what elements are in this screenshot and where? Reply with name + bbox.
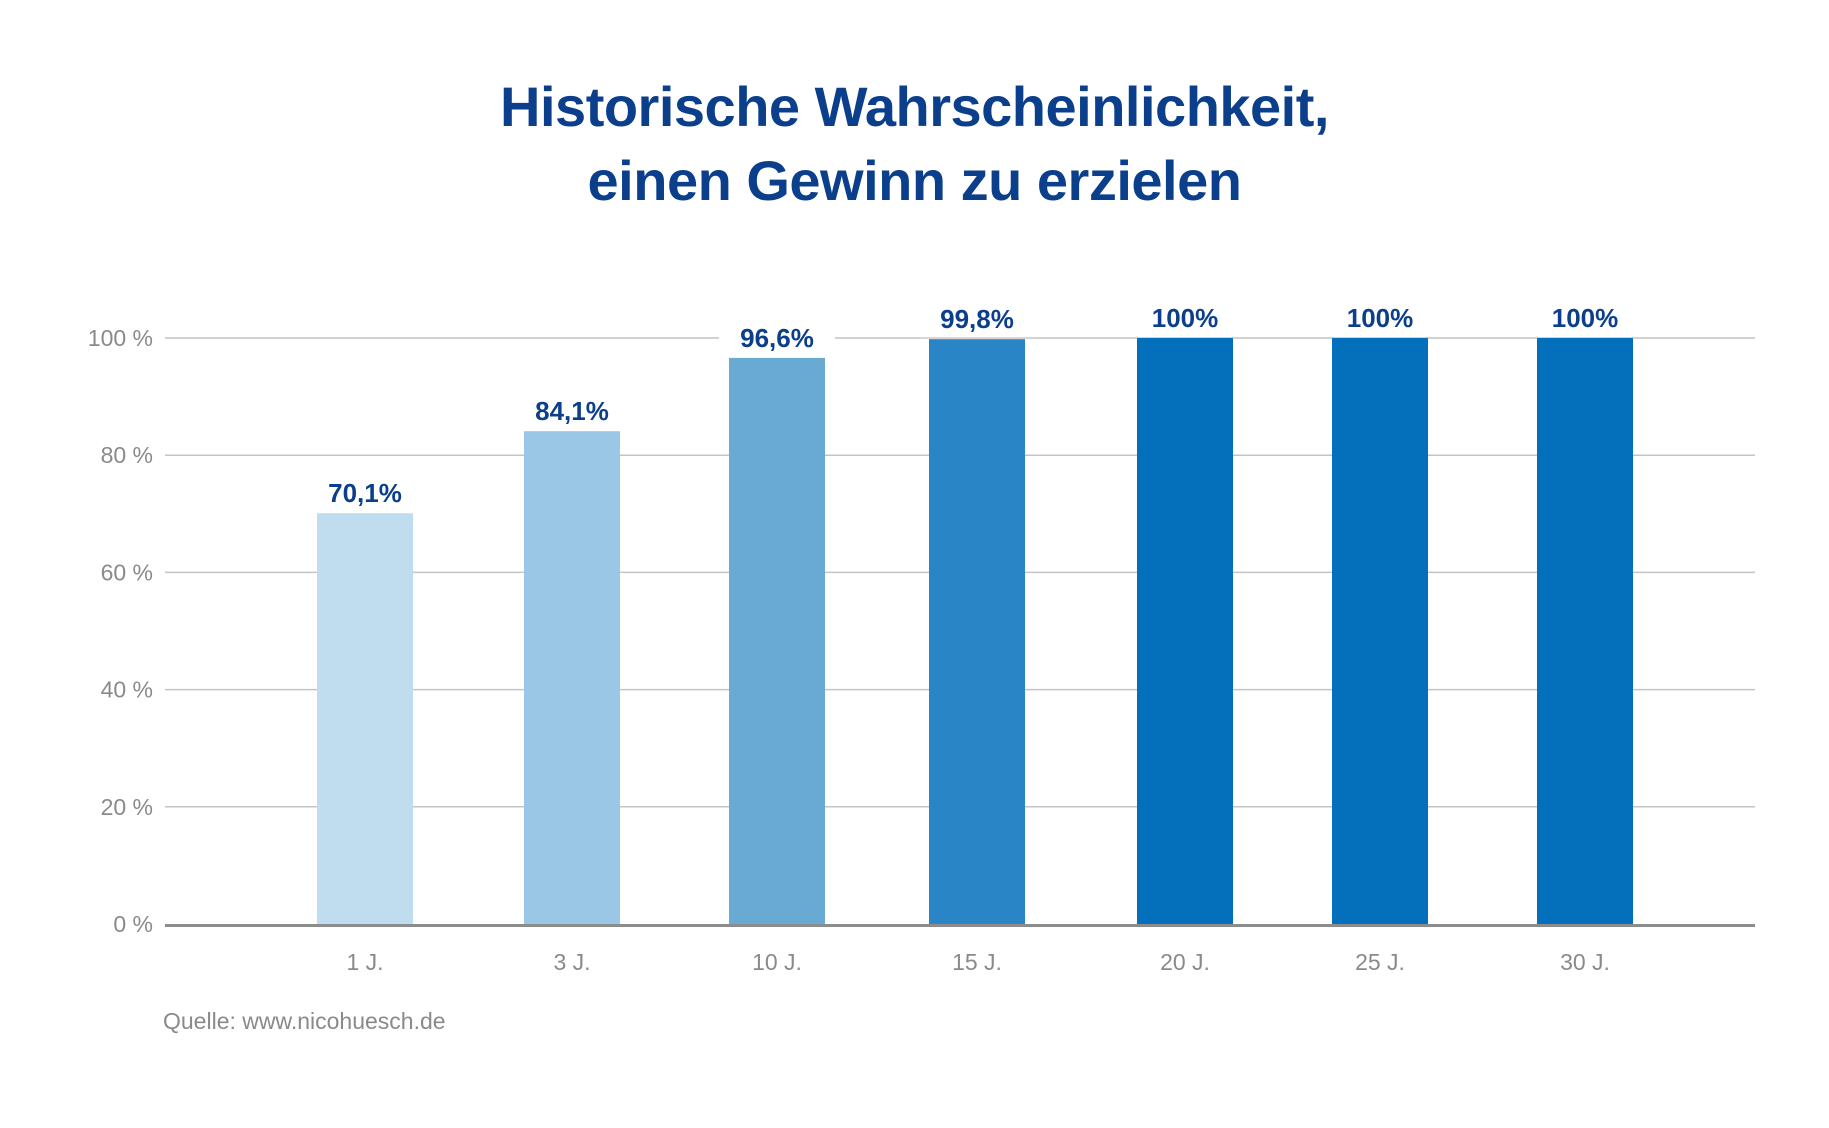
value-label-background	[1527, 298, 1643, 336]
y-tick-label: 60 %	[101, 559, 153, 585]
y-tick-label: 20 %	[101, 794, 153, 820]
y-tick-label: 100 %	[88, 325, 153, 351]
value-label-background	[1322, 298, 1438, 336]
bar	[729, 357, 825, 924]
chart-title-line-1: Historische Wahrscheinlichkeit,	[500, 75, 1329, 138]
value-label: 100%	[1552, 303, 1619, 333]
x-tick-label: 3 J.	[553, 949, 590, 975]
chart-title-line-2: einen Gewinn zu erzielen	[587, 149, 1242, 212]
source-note: Quelle: www.nicohuesch.de	[163, 1008, 446, 1034]
value-label: 96,6%	[740, 323, 814, 353]
value-labels: 70,1% 84,1% 96,6% 99,8% 100% 100% 100%	[307, 298, 1643, 512]
bar	[524, 431, 620, 924]
value-label-background	[919, 299, 1035, 338]
bars	[317, 338, 1633, 924]
y-axis-ticks: 0 % 20 % 40 % 60 % 80 % 100 %	[88, 325, 153, 937]
x-tick-label: 20 J.	[1160, 949, 1210, 975]
chart-title: Historische Wahrscheinlichkeit, einen Ge…	[0, 70, 1829, 218]
x-tick-label: 30 J.	[1560, 949, 1610, 975]
value-label: 100%	[1347, 303, 1414, 333]
bar	[1332, 338, 1428, 924]
value-label-background	[1127, 298, 1243, 336]
bar	[317, 513, 413, 924]
x-tick-label: 25 J.	[1355, 949, 1405, 975]
value-label: 99,8%	[940, 304, 1014, 334]
value-label: 100%	[1152, 303, 1219, 333]
value-label-background	[719, 317, 835, 356]
bar	[1537, 338, 1633, 924]
x-tick-label: 1 J.	[346, 949, 383, 975]
y-tick-label: 80 %	[101, 442, 153, 468]
bar	[1137, 338, 1233, 924]
bar	[929, 339, 1025, 924]
x-axis-ticks: 1 J. 3 J. 10 J. 15 J. 20 J. 25 J. 30 J.	[346, 949, 1609, 975]
x-tick-label: 10 J.	[752, 949, 802, 975]
y-tick-label: 40 %	[101, 677, 153, 703]
value-label-background	[307, 473, 423, 512]
value-label: 84,1%	[535, 396, 609, 426]
y-tick-label: 0 %	[113, 911, 153, 937]
x-tick-label: 15 J.	[952, 949, 1002, 975]
value-label: 70,1%	[328, 478, 402, 508]
value-label-background	[514, 391, 630, 430]
